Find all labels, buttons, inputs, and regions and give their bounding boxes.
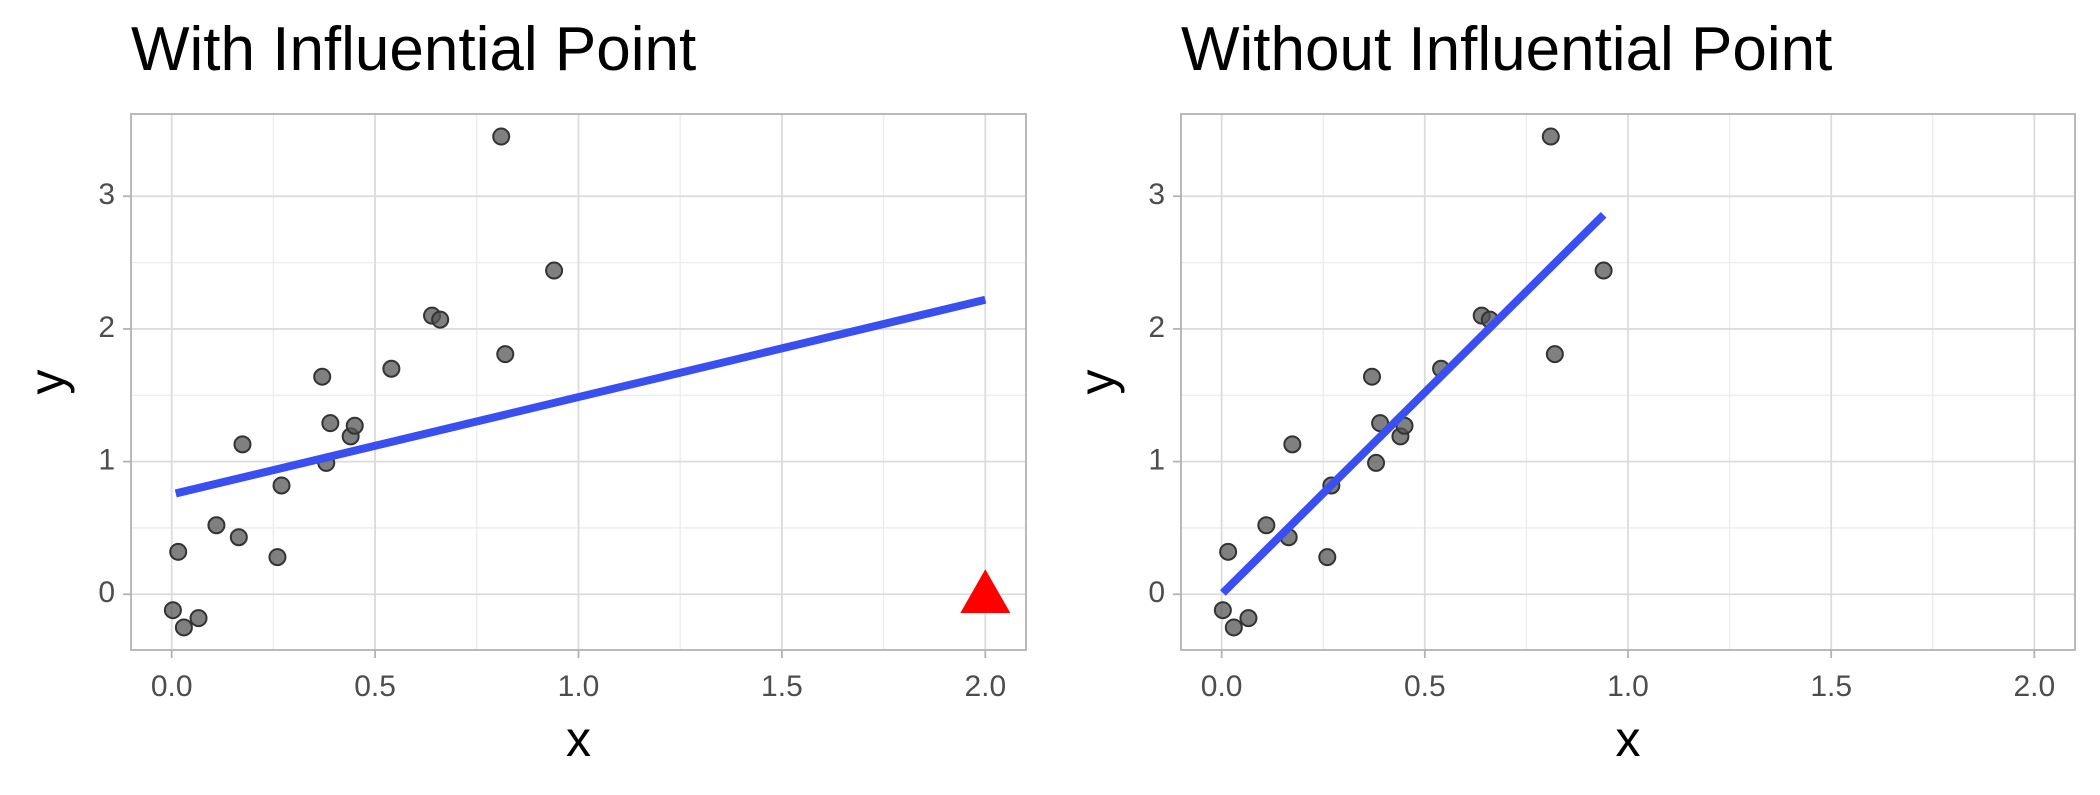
y-axis-title: y bbox=[19, 370, 75, 395]
data-point bbox=[1545, 345, 1564, 364]
data-point bbox=[1213, 601, 1232, 620]
data-point bbox=[268, 548, 287, 567]
data-point bbox=[492, 127, 511, 146]
data-point bbox=[496, 345, 515, 364]
chart-title: Without Influential Point bbox=[1181, 15, 1832, 84]
x-tick-label: 1.0 bbox=[558, 670, 600, 703]
data-point bbox=[169, 542, 188, 561]
panel-border bbox=[1180, 113, 2076, 651]
x-tick-label: 1.5 bbox=[761, 670, 803, 703]
data-point bbox=[207, 516, 226, 535]
data-point bbox=[1594, 261, 1613, 280]
y-tick-label: 0 bbox=[1148, 576, 1165, 609]
x-tick-label: 0.5 bbox=[1404, 670, 1446, 703]
data-point bbox=[189, 609, 208, 628]
x-axis-title: x bbox=[566, 711, 591, 767]
y-tick-label: 2 bbox=[98, 311, 115, 344]
influential-point bbox=[960, 569, 1011, 614]
x-tick-label: 0.0 bbox=[151, 670, 193, 703]
fit-line bbox=[174, 295, 987, 498]
data-point bbox=[1362, 367, 1381, 386]
y-tick-label: 1 bbox=[98, 444, 115, 477]
data-point bbox=[1239, 609, 1258, 628]
data-point bbox=[321, 414, 340, 433]
data-point bbox=[382, 359, 401, 378]
data-point bbox=[1541, 127, 1560, 146]
data-point bbox=[233, 435, 252, 454]
data-point bbox=[345, 416, 364, 435]
y-tick-label: 0 bbox=[98, 576, 115, 609]
x-tick-label: 1.0 bbox=[1607, 670, 1649, 703]
data-point bbox=[229, 528, 248, 547]
fit-line bbox=[1220, 211, 1607, 596]
data-point bbox=[545, 261, 564, 280]
y-tick-label: 1 bbox=[1148, 444, 1165, 477]
data-point bbox=[313, 367, 332, 386]
data-point bbox=[1318, 548, 1337, 567]
data-point bbox=[1371, 414, 1390, 433]
panel-border bbox=[130, 113, 1027, 651]
x-tick-label: 1.5 bbox=[1810, 670, 1852, 703]
x-tick-label: 2.0 bbox=[964, 670, 1006, 703]
x-tick-label: 2.0 bbox=[2014, 670, 2056, 703]
y-tick-label: 2 bbox=[1148, 311, 1165, 344]
chart-panel: Without Influential Point 0.0 0.5 1.0 1.5 2.0… bbox=[1069, 15, 2076, 767]
data-point bbox=[1219, 542, 1238, 561]
y-axis-title: y bbox=[1069, 370, 1125, 395]
x-tick-label: 0.5 bbox=[354, 670, 396, 703]
data-point bbox=[163, 601, 182, 620]
data-point bbox=[272, 476, 291, 495]
data-point bbox=[1224, 618, 1243, 637]
data-point bbox=[1257, 516, 1276, 535]
x-tick-label: 0.0 bbox=[1201, 670, 1243, 703]
data-point bbox=[1283, 435, 1302, 454]
data-point bbox=[1367, 453, 1386, 472]
data-point bbox=[431, 310, 450, 329]
chart-title: With Influential Point bbox=[131, 15, 696, 84]
y-tick-label: 3 bbox=[98, 178, 115, 211]
x-axis-title: x bbox=[1616, 711, 1641, 767]
y-tick-label: 3 bbox=[1148, 178, 1165, 211]
chart-panel: With Influential Point 0.0 0.5 1.0 1.5 2.0 0 1 2… bbox=[19, 15, 1027, 767]
data-point bbox=[174, 618, 193, 637]
